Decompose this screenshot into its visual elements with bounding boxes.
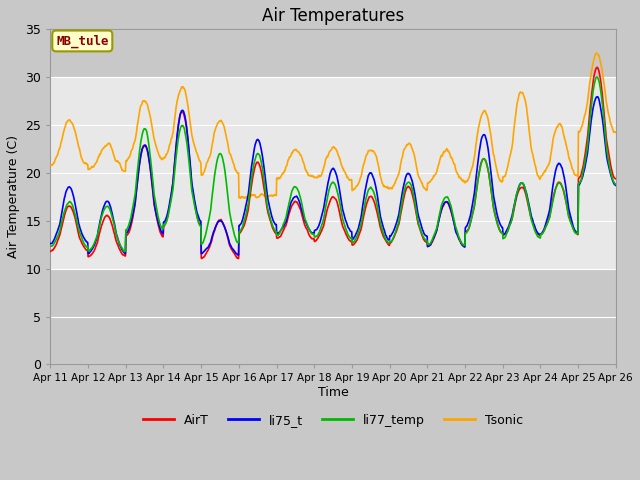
- Text: MB_tule: MB_tule: [56, 34, 109, 48]
- Legend: AirT, li75_t, li77_temp, Tsonic: AirT, li75_t, li77_temp, Tsonic: [138, 409, 528, 432]
- X-axis label: Time: Time: [317, 386, 348, 399]
- Title: Air Temperatures: Air Temperatures: [262, 7, 404, 25]
- Y-axis label: Air Temperature (C): Air Temperature (C): [7, 135, 20, 258]
- Bar: [51, 77, 616, 269]
